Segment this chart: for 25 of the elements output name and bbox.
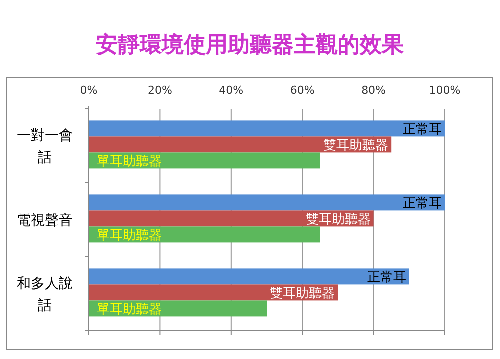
bar — [89, 268, 410, 285]
text: 單耳助聽器 — [97, 302, 162, 318]
x-tick-label: 80% — [362, 84, 386, 97]
bar — [89, 136, 392, 153]
x-tick-label: 40% — [219, 84, 244, 97]
bar — [89, 120, 445, 137]
x-tick-label: 60% — [290, 84, 315, 97]
y-tick-label: 一對一會話 — [17, 128, 73, 166]
series-label: 正常耳 — [403, 122, 442, 138]
text: 單耳助聽器 — [97, 228, 162, 244]
bar — [89, 210, 374, 227]
bar — [89, 194, 445, 211]
x-tick-label: 20% — [148, 84, 172, 97]
bar — [89, 284, 338, 301]
series-label: 雙耳助聽器 — [324, 138, 389, 154]
chart-title: 安靜環境使用助聽器主觀的效果 — [96, 32, 405, 58]
text: 雙耳助聽器 — [270, 286, 336, 302]
x-tick-label: 100% — [429, 84, 461, 97]
y-tick-label: 和多人說話 — [17, 276, 73, 314]
text: 雙耳助聽器 — [306, 212, 371, 228]
series-label: 單耳助聽器 — [97, 154, 162, 170]
x-tick-label: 0% — [80, 84, 98, 97]
text: 正常耳 — [403, 196, 442, 212]
y-tick-label: 電視聲音 — [17, 213, 73, 229]
text: 正常耳 — [367, 270, 406, 286]
